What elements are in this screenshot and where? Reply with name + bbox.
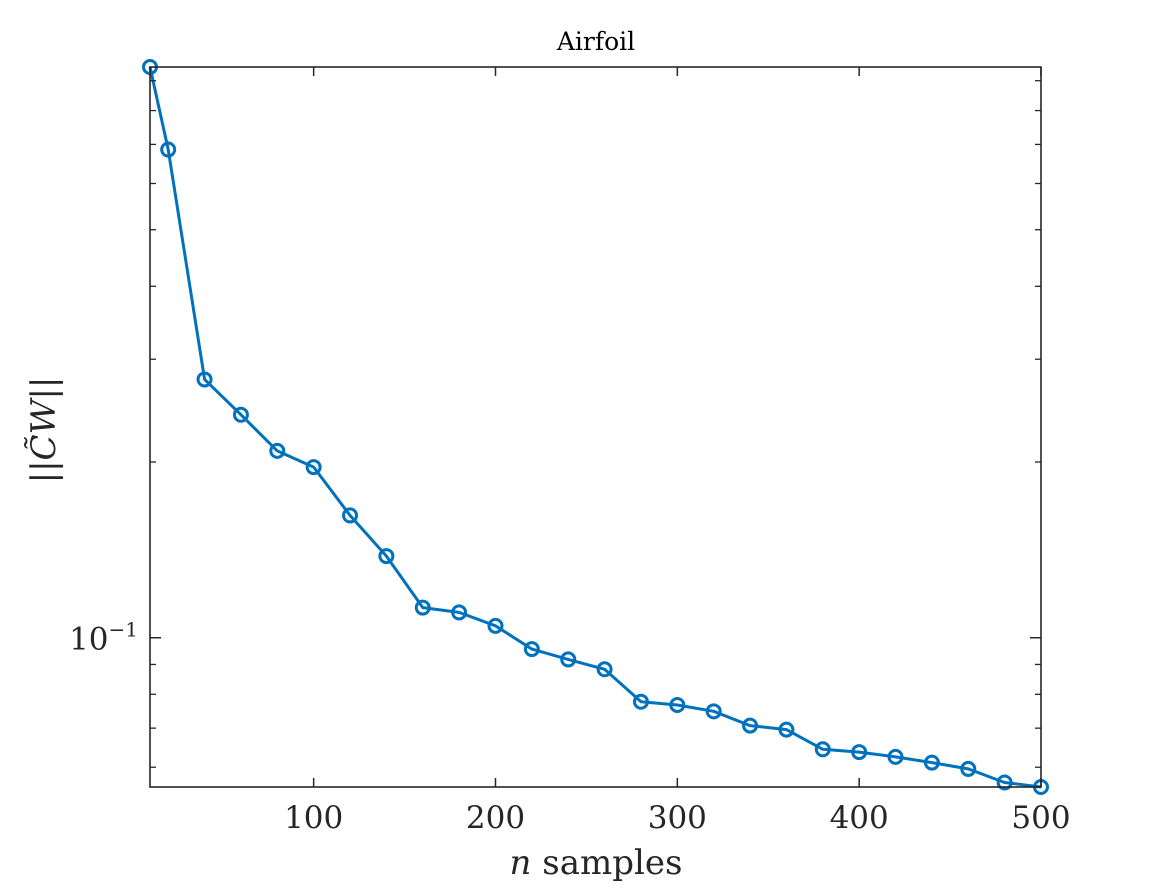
data-point-marker [305, 459, 322, 476]
data-point-marker [996, 774, 1013, 791]
data-point-marker [742, 717, 759, 734]
data-point-marker [269, 442, 286, 459]
data-point-marker [342, 507, 359, 524]
x-axis-label-variable: n [510, 843, 532, 883]
data-point-marker [232, 406, 249, 423]
data-point-marker [596, 661, 613, 678]
data-point-marker [632, 693, 649, 710]
y-axis-label: ||C̃W|| [24, 377, 64, 484]
data-point-marker [887, 748, 904, 765]
data-point-marker [705, 703, 722, 720]
data-point-marker [523, 641, 540, 658]
series-layer [142, 59, 1049, 795]
data-point-marker [778, 721, 795, 738]
data-point-marker [923, 754, 940, 771]
y-tick-label-base: 10 [69, 622, 108, 658]
x-tick-label: 500 [1011, 800, 1070, 836]
data-point-marker [960, 760, 977, 777]
plot-area-box [149, 66, 1042, 788]
data-point-marker [560, 651, 577, 668]
data-point-marker [160, 141, 177, 158]
data-point-marker [814, 741, 831, 758]
x-tick-label: 300 [648, 800, 707, 836]
y-tick-label: 10−1 [69, 618, 138, 658]
x-tick-label: 200 [466, 800, 525, 836]
data-point-marker [851, 744, 868, 761]
y-tick-label-exponent: −1 [109, 618, 138, 642]
data-point-marker [414, 599, 431, 616]
data-point-marker [487, 617, 504, 634]
x-tick-label: 100 [284, 800, 343, 836]
data-point-marker [378, 548, 395, 565]
chart-title: Airfoil [556, 27, 635, 56]
x-axis-label-text: samples [531, 843, 682, 883]
data-point-marker [669, 696, 686, 713]
data-point-marker [451, 604, 468, 621]
data-point-marker [196, 371, 213, 388]
x-axis-label: n samples [510, 843, 683, 883]
x-tick-label: 400 [830, 800, 889, 836]
ticks-layer: 100 200 300 400 500 10−1 [69, 67, 1071, 836]
